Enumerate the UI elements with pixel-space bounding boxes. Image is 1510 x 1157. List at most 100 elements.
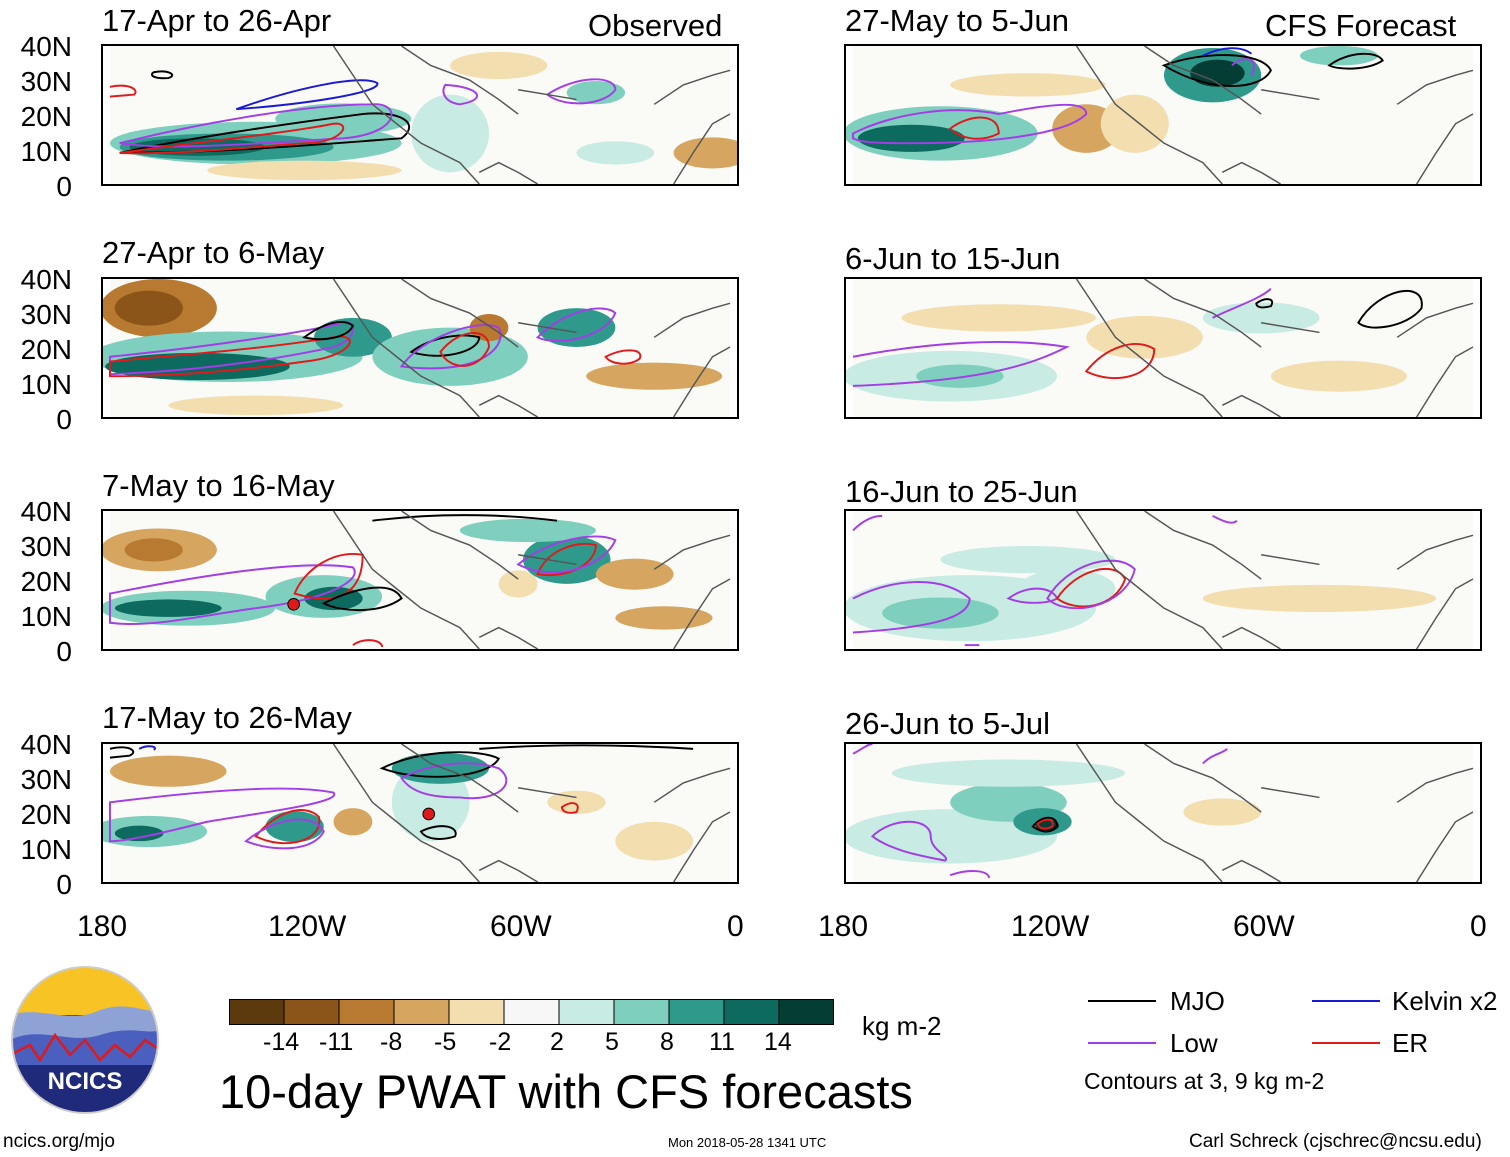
legend-swatch-kelvin [1312,1000,1380,1002]
lon-tick: 120W [268,910,347,943]
contour-lines [109,70,617,155]
lon-tick: 0 [1470,910,1487,943]
lat-tick: 20N [20,799,72,830]
footer-url[interactable]: ncics.org/mjo [3,1131,115,1152]
coastlines [332,744,731,882]
lon-tick: 60W [490,910,552,943]
footer-credit: Carl Schreck (cjschrec@ncsu.edu) [1189,1131,1482,1152]
cfs-forecast-label: CFS Forecast [1265,8,1457,43]
panel-title-8: 26-Jun to 5-Jul [845,706,1051,741]
anomaly-shading [109,51,737,181]
lat-tick: 20N [20,566,72,597]
lon-tick: 180 [818,910,869,943]
map-panel-6 [844,277,1482,419]
panel-title-1: 17-Apr to 26-Apr [102,3,332,38]
lat-tick: 30N [20,531,72,562]
colorbar-tick: 5 [605,1028,619,1056]
map-panel-8 [844,742,1482,884]
legend-label-low: Low [1170,1028,1218,1058]
anomaly-shading [846,545,1437,642]
panel-title-2: 27-Apr to 6-May [102,235,325,270]
colorbar-cell [558,999,615,1025]
colorbar-cell [668,999,725,1025]
map-panel-1 [101,44,739,186]
colorbar-tick: -8 [380,1028,403,1056]
panel-title-7: 16-Jun to 25-Jun [845,474,1078,509]
colorbar-tick: 11 [709,1028,735,1056]
colorbar-tick: -11 [319,1028,354,1056]
colorbar-tick: -2 [489,1028,512,1056]
panel-title-6: 6-Jun to 15-Jun [845,241,1061,276]
contour-lines [109,744,694,850]
colorbar-cell [723,999,780,1025]
coastlines [1075,511,1474,649]
lon-tick: 60W [1233,910,1295,943]
map-panel-7 [844,509,1482,651]
lat-tick: 10N [20,834,72,865]
lat-tick: 0 [56,869,72,900]
colorbar-cell [778,999,834,1025]
coastlines [1075,744,1474,882]
colorbar-cell [283,999,340,1025]
lat-tick: 0 [56,404,72,435]
legend-note: Contours at 3, 9 kg m-2 [1084,1068,1325,1094]
panel-title-5: 27-May to 5-Jun [845,3,1069,38]
legend-swatch-mjo [1088,1000,1156,1002]
colorbar-tick: 8 [660,1028,674,1056]
observed-label: Observed [588,8,723,43]
lat-tick: 30N [20,66,72,97]
main-title: 10-day PWAT with CFS forecasts [219,1065,913,1118]
contour-lines [852,47,1384,145]
map-panel-4 [101,742,739,884]
lat-tick: 40N [20,264,72,295]
contour-lines [852,287,1423,387]
colorbar-tick: 14 [764,1028,792,1056]
lat-tick: 0 [56,636,72,667]
anomaly-shading [846,46,1378,161]
colorbar [229,999,834,1025]
storm-marker [287,597,300,611]
colorbar-cell [448,999,505,1025]
coastlines [332,46,731,184]
lat-tick: 10N [20,369,72,400]
coastlines [332,279,731,417]
colorbar-tick: -14 [263,1028,300,1056]
panel-title-3: 7-May to 16-May [102,468,335,503]
contour-lines [109,307,642,378]
colorbar-tick: 2 [550,1028,564,1056]
contour-lines [852,744,1228,879]
lon-tick: 0 [727,910,744,943]
legend-swatch-low [1088,1042,1156,1044]
lon-tick: 120W [1011,910,1090,943]
lat-tick: 20N [20,334,72,365]
legend-swatch-er [1312,1042,1380,1044]
lat-tick: 0 [56,171,72,202]
lat-tick: 30N [20,299,72,330]
colorbar-cell [229,999,285,1025]
map-panel-5 [844,44,1482,186]
contour-lines [852,514,1238,647]
ncics-logo: NCICS [11,966,159,1114]
lat-tick: 10N [20,136,72,167]
map-panel-2 [101,277,739,419]
lon-tick: 180 [77,910,128,943]
anomaly-shading [103,752,694,861]
storm-marker [422,807,436,821]
legend-label-mjo: MJO [1170,986,1225,1016]
colorbar-cell [393,999,450,1025]
colorbar-cell [613,999,670,1025]
map-panel-3 [101,509,739,651]
panel-title-4: 17-May to 26-May [102,700,352,735]
lat-tick: 40N [20,31,72,62]
anomaly-shading [103,518,713,630]
colorbar-units: kg m-2 [862,1011,942,1041]
lat-tick: 20N [20,101,72,132]
coastlines [1075,46,1474,184]
lat-tick: 30N [20,764,72,795]
lat-tick: 40N [20,729,72,760]
legend-label-kelvin: Kelvin x2 [1392,986,1498,1016]
footer-timestamp: Mon 2018-05-28 1341 UTC [668,1135,827,1150]
colorbar-tick: -5 [434,1028,457,1056]
coastlines [1075,279,1474,417]
lat-tick: 10N [20,601,72,632]
